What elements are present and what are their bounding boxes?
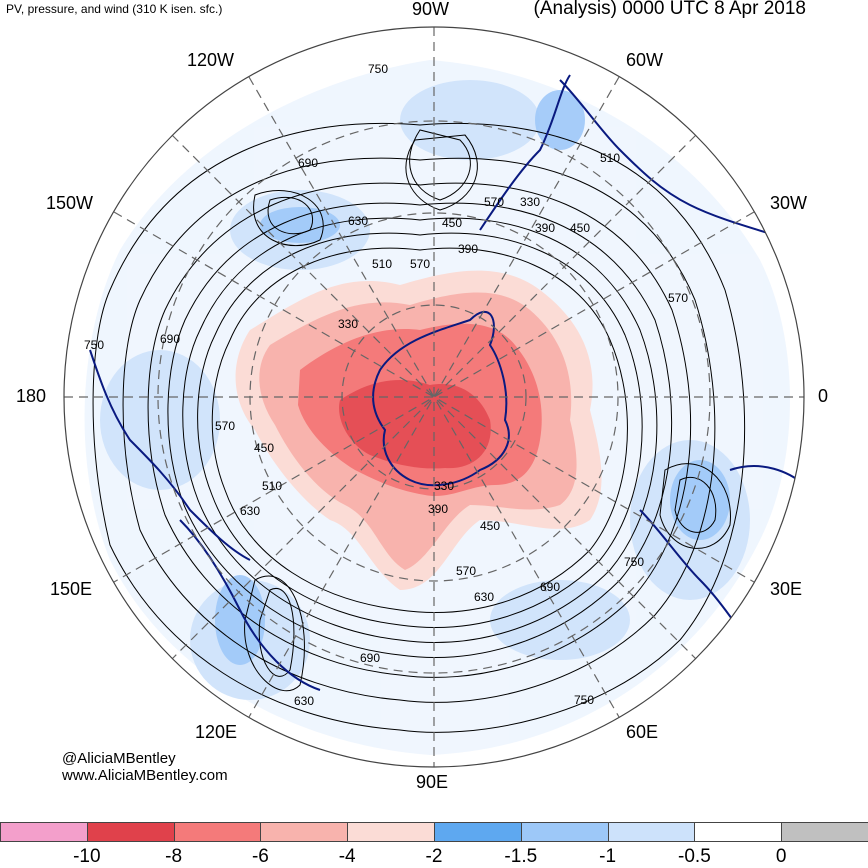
contour-label: 690 xyxy=(160,332,180,346)
contour-label-group: 750 690 630 570 510 450 390 330 750 690 … xyxy=(84,62,688,708)
colorbar-tick-label: 0 xyxy=(775,846,787,867)
colorbar-tick-label: -4 xyxy=(338,846,356,867)
lon-label-0: 0 xyxy=(818,386,829,406)
author-credit: @AliciaMBentley www.AliciaMBentley.com xyxy=(62,750,228,784)
lon-label-60e: 60E xyxy=(626,722,659,742)
colorbar-tick-label: -2 xyxy=(425,846,443,867)
contour-label: 510 xyxy=(262,479,282,493)
contour-label: 570 xyxy=(484,195,504,209)
polar-map: 750 690 630 570 510 450 390 330 750 690 … xyxy=(63,26,805,768)
contour-label: 690 xyxy=(360,651,380,665)
colorbar-swatch xyxy=(260,822,349,842)
lon-label-30w: 30W xyxy=(770,193,808,213)
lon-label-30e: 30E xyxy=(770,579,803,599)
lon-label-60w: 60W xyxy=(626,50,664,70)
colorbar-swatch xyxy=(694,822,783,842)
colorbar-tick-label: -1.5 xyxy=(504,846,538,867)
contour-label: 390 xyxy=(535,221,555,235)
contour-label: 750 xyxy=(624,555,644,569)
credit-website[interactable]: www.AliciaMBentley.com xyxy=(62,767,228,784)
contour-label: 330 xyxy=(434,479,454,493)
contour-label: 450 xyxy=(570,221,590,235)
contour-label: 570 xyxy=(456,564,476,578)
contour-label: 630 xyxy=(474,590,494,604)
colorbar-tick-label: -0.5 xyxy=(678,846,711,867)
pressure-contours xyxy=(92,122,746,733)
lon-label-90w: 90W xyxy=(412,0,450,19)
contour-label: 390 xyxy=(458,242,478,256)
contour-label: 510 xyxy=(372,257,392,271)
contour-label: 390 xyxy=(428,502,448,516)
colorbar-swatch xyxy=(520,822,609,842)
contour-label: 510 xyxy=(600,151,620,165)
colorbar-tick-label: -1 xyxy=(599,846,617,867)
colorbar-swatch xyxy=(86,822,175,842)
map-title: PV, pressure, and wind (310 K isen. sfc.… xyxy=(6,2,223,16)
colorbar-swatch xyxy=(781,822,868,842)
colorbar-tick-label: -10 xyxy=(73,846,101,867)
colorbar-swatch xyxy=(173,822,262,842)
contour-label: 690 xyxy=(540,580,560,594)
pv-colorbar: -10 -8 -6 -4 -2 -1.5 -1 -0.5 0 xyxy=(0,822,868,867)
lon-label-120e: 120E xyxy=(195,722,238,742)
colorbar-swatch xyxy=(0,822,88,842)
contour-label: 690 xyxy=(298,156,318,170)
colorbar-swatch xyxy=(607,822,696,842)
contour-label: 570 xyxy=(410,257,430,271)
contour-label: 750 xyxy=(84,338,104,352)
contour-label: 630 xyxy=(240,504,260,518)
lon-label-150e: 150E xyxy=(50,579,93,599)
analysis-time: (Analysis) 0000 UTC 8 Apr 2018 xyxy=(533,0,806,19)
pv-shading-positive xyxy=(235,270,602,590)
colorbar-swatch xyxy=(347,822,435,842)
contour-label: 450 xyxy=(442,216,462,230)
lon-label-120w: 120W xyxy=(187,50,235,70)
contour-label: 450 xyxy=(480,519,500,533)
contour-label: 450 xyxy=(254,441,274,455)
colorbar-tick-label: -8 xyxy=(165,846,183,867)
contour-label: 570 xyxy=(215,419,235,433)
colorbar-swatch xyxy=(434,822,522,842)
contour-label: 750 xyxy=(574,693,594,707)
lon-label-90e: 90E xyxy=(416,772,449,792)
lat-lon-grid xyxy=(64,27,804,767)
contour-label: 750 xyxy=(368,62,388,76)
contour-label: 330 xyxy=(338,317,358,331)
credit-handle: @AliciaMBentley xyxy=(62,750,176,767)
contour-label: 330 xyxy=(520,195,540,209)
lon-label-150w: 150W xyxy=(46,193,94,213)
colorbar-tick-label: -6 xyxy=(251,846,269,867)
contour-label: 630 xyxy=(348,214,368,228)
lon-label-180: 180 xyxy=(16,386,47,406)
map-boundary xyxy=(63,26,805,768)
contour-label: 630 xyxy=(294,694,314,708)
contour-label: 570 xyxy=(668,291,688,305)
